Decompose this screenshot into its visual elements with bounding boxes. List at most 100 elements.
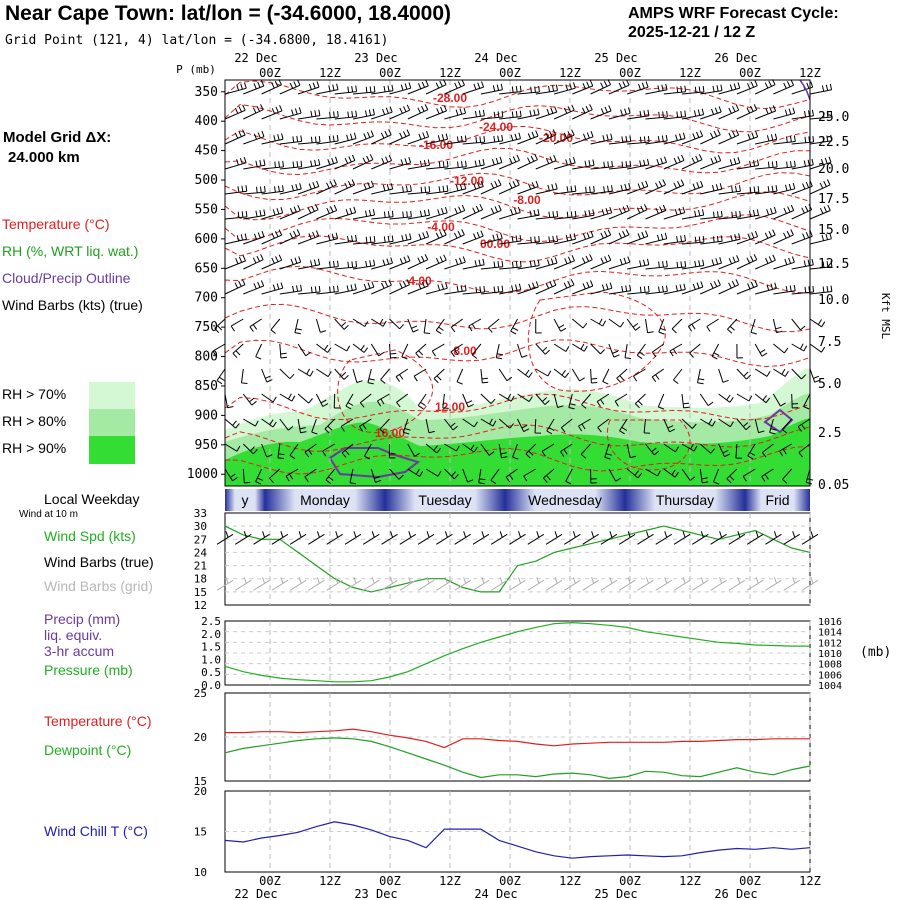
- weekday-label: Monday: [300, 492, 350, 508]
- wind-barb: [700, 84, 723, 95]
- wind-barb: [718, 393, 734, 403]
- wind-barb: [645, 260, 668, 270]
- wind-barb: [697, 368, 705, 385]
- wind-barb-10m: [381, 531, 398, 545]
- wind-barb: [480, 260, 504, 270]
- wind-barb-10m: [637, 531, 654, 545]
- wind-barb: [616, 368, 628, 383]
- wind-barb: [553, 343, 570, 352]
- wind-barb: [590, 254, 612, 270]
- wind-barb: [645, 204, 667, 220]
- wind-barb: [510, 318, 519, 335]
- wind-barb: [681, 154, 703, 170]
- pressure-level-tick: 450: [195, 144, 218, 159]
- wind-barb: [700, 235, 723, 245]
- precip-label-3: 3-hr accum: [44, 643, 115, 659]
- wind-barb: [389, 279, 410, 295]
- pressure-level-tick: 500: [195, 173, 218, 188]
- wind-barb: [773, 79, 795, 95]
- wind-barb-grid: [783, 577, 800, 591]
- wind-barb-grid: [618, 577, 636, 591]
- wind-barb-grid: [765, 577, 782, 591]
- wind-barb: [736, 280, 758, 295]
- wind-barb: [224, 82, 247, 95]
- wind-barb: [718, 233, 741, 245]
- wind-barb: [773, 256, 795, 270]
- pressure-y-tick: 1014: [818, 628, 842, 639]
- wind-barb: [498, 393, 515, 402]
- wind-barb: [285, 468, 299, 482]
- wind-barb: [243, 130, 265, 145]
- wind-barb-10m: [618, 531, 636, 545]
- wind-barb: [212, 343, 226, 357]
- wind-barb: [608, 343, 620, 358]
- wind-barb-10m: [235, 531, 252, 545]
- wind-barb: [450, 318, 463, 333]
- wind-barb: [798, 443, 811, 458]
- wind-barb: [480, 204, 502, 220]
- wind-barb: [462, 158, 485, 170]
- wind-barb: [608, 160, 632, 170]
- height-level-tick: 5.0: [818, 377, 841, 392]
- wind-barb: [736, 393, 753, 402]
- wind-barb: [407, 186, 431, 195]
- isotherm-label: -8.00: [513, 193, 541, 207]
- wind-barb: [773, 229, 794, 245]
- wind-barb: [572, 104, 593, 120]
- top-hour-tick: 00Z: [619, 66, 641, 80]
- wind-barb: [736, 418, 751, 431]
- wind-barb: [645, 179, 666, 195]
- isotherm-line: [224, 103, 811, 133]
- wind-barb: [243, 209, 266, 220]
- legend-temperature: Temperature (°C): [2, 216, 110, 232]
- isotherm-label: -16.00: [419, 138, 453, 152]
- wind-barb: [316, 368, 332, 378]
- pressure-level-tick: 650: [195, 261, 218, 276]
- legend-rh70-label: RH > 70%: [2, 386, 67, 402]
- wind-barb: [294, 318, 302, 335]
- wind-barb: [224, 418, 240, 429]
- wind-barb: [352, 281, 375, 295]
- wind-barb: [407, 104, 429, 120]
- wind-barb: [232, 343, 244, 359]
- wind-barb: [772, 318, 783, 334]
- wind-barb: [553, 255, 575, 270]
- wind-barb: [619, 418, 628, 435]
- wind-barb: [761, 468, 774, 482]
- weekday-band-label: Local Weekday: [44, 491, 140, 507]
- wind-barb: [718, 255, 740, 270]
- wind-barb: [782, 418, 793, 434]
- wind-barb: [371, 235, 394, 245]
- wind-barb: [736, 368, 752, 380]
- wind-barb: [279, 205, 301, 220]
- wind-barb: [645, 318, 654, 334]
- bottom-date-tick: 23 Dec: [354, 887, 397, 900]
- wind-barbs-grid-label: Wind Barbs (grid): [44, 578, 153, 594]
- wind-barb: [553, 368, 570, 378]
- wind-barb-10m: [289, 531, 307, 545]
- pressure-level-tick: 850: [195, 379, 218, 394]
- wind-barb: [754, 418, 765, 434]
- wind-barb: [663, 235, 686, 245]
- legend-rh80-label: RH > 80%: [2, 413, 67, 429]
- wind-barb: [560, 418, 573, 433]
- wind-barb: [535, 106, 558, 120]
- top-date-tick: 25 Dec: [594, 51, 637, 65]
- wind-barb: [681, 180, 704, 195]
- wind-barb: [370, 468, 382, 483]
- top-date-tick: 23 Dec: [354, 51, 397, 65]
- wind-barb: [700, 279, 721, 295]
- wind-barb: [389, 210, 412, 220]
- isotherm-label: 4.00: [408, 274, 432, 288]
- wind-barb: [417, 393, 427, 410]
- wind-barb: [316, 156, 338, 170]
- wind-barb-10m: [545, 531, 563, 545]
- isotherm-line: [224, 147, 811, 176]
- wind-barb: [298, 136, 321, 145]
- wind-barb: [277, 443, 285, 459]
- wind-barb: [614, 393, 628, 407]
- wind-barb: [480, 134, 504, 145]
- temperature-panel-label: Temperature (°C): [44, 713, 152, 729]
- wind-barb: [602, 368, 610, 385]
- wind-barb: [772, 393, 786, 407]
